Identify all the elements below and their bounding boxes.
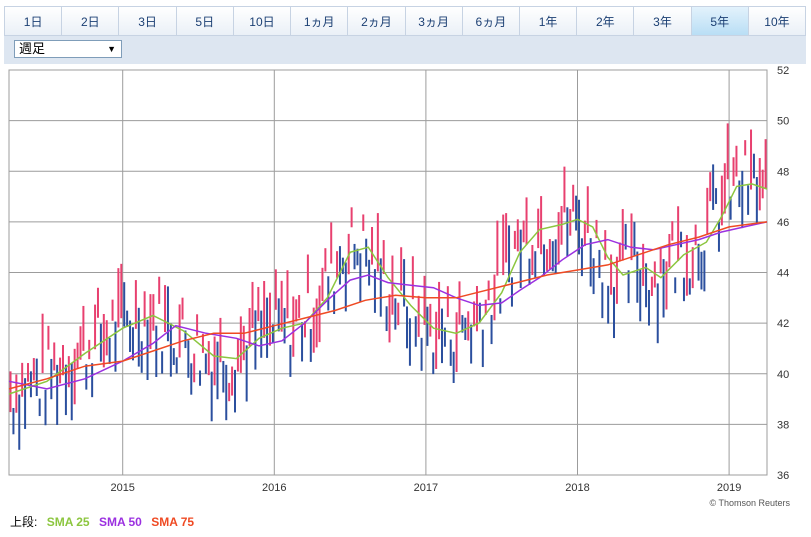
chart-axes: 36 38 40 42 44 46 48 50 52 2015 2016 2017 2018 2019 xyxy=(110,65,789,494)
credit-text: © Thomson Reuters xyxy=(710,498,791,508)
tab-6m[interactable]: 6ヵ月 xyxy=(461,6,519,36)
interval-select-value: 週足 xyxy=(19,41,46,56)
y-tick-label: 50 xyxy=(777,116,789,128)
tab-5d[interactable]: 5日 xyxy=(175,6,233,36)
y-tick-label: 44 xyxy=(777,268,789,280)
y-tick-label: 42 xyxy=(777,318,789,330)
sma-line xyxy=(8,221,768,390)
tab-1m[interactable]: 1ヵ月 xyxy=(290,6,348,36)
tab-1y[interactable]: 1年 xyxy=(518,6,577,36)
x-tick-label: 2018 xyxy=(565,482,589,494)
x-tick-label: 2015 xyxy=(110,482,134,494)
weekly-bars xyxy=(9,123,767,450)
legend-sma75: SMA 75 xyxy=(151,515,195,529)
sma-lines xyxy=(8,183,768,395)
tab-10y[interactable]: 10年 xyxy=(747,6,807,36)
x-tick-label: 2019 xyxy=(717,482,741,494)
legend: 上段: SMA 25 SMA 50 SMA 75 xyxy=(10,513,200,530)
tab-2y[interactable]: 2年 xyxy=(576,6,634,36)
y-tick-label: 46 xyxy=(777,217,789,229)
tab-10d[interactable]: 10日 xyxy=(232,6,291,36)
sma-line xyxy=(8,183,768,395)
interval-select[interactable]: 週足 ▼ xyxy=(14,40,122,58)
price-chart: 36 38 40 42 44 46 48 50 52 2015 2016 2017 2018 2019 ©… xyxy=(8,65,791,508)
legend-prefix: 上段: xyxy=(10,515,38,529)
period-tabs: 1日 2日 3日 5日 10日 1ヵ月 2ヵ月 3ヵ月 6ヵ月 1年 2年 3年… xyxy=(4,6,807,36)
chart-toolbar: 週足 ▼ xyxy=(4,36,806,64)
y-tick-label: 40 xyxy=(777,369,789,381)
y-tick-label: 38 xyxy=(777,419,789,431)
legend-sma25: SMA 25 xyxy=(46,515,90,529)
tab-3y[interactable]: 3年 xyxy=(633,6,691,36)
sma-line xyxy=(8,221,768,390)
y-tick-label: 52 xyxy=(777,65,789,77)
tab-5y[interactable]: 5年 xyxy=(690,6,748,36)
x-tick-label: 2017 xyxy=(414,482,438,494)
tab-3m[interactable]: 3ヵ月 xyxy=(404,6,462,36)
dropdown-arrow-icon: ▼ xyxy=(107,44,116,54)
legend-sma50: SMA 50 xyxy=(98,515,142,529)
tab-2m[interactable]: 2ヵ月 xyxy=(347,6,405,36)
y-tick-label: 36 xyxy=(777,470,789,482)
tab-3d[interactable]: 3日 xyxy=(118,6,176,36)
x-tick-label: 2016 xyxy=(262,482,286,494)
tab-2d[interactable]: 2日 xyxy=(61,6,119,36)
y-tick-label: 48 xyxy=(777,166,789,178)
tab-1d[interactable]: 1日 xyxy=(4,6,62,36)
